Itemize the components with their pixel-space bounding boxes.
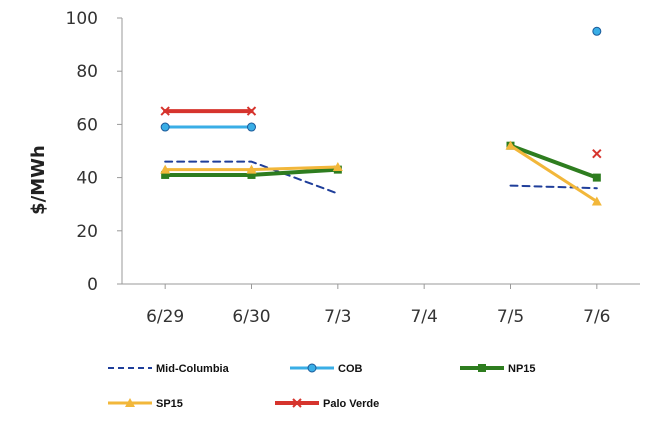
y-tick-label: 80 (76, 62, 98, 82)
x-tick-label: 7/4 (410, 307, 437, 327)
legend-marker-sp15 (125, 398, 135, 407)
series-mid-columbia (164, 160, 598, 195)
legend: Mid-Columbia COB NP15 SP15 Palo Verde (108, 363, 536, 410)
data-point-cob (160, 122, 170, 132)
data-point-cob (592, 26, 602, 36)
data-point-cob (247, 122, 256, 132)
legend-label-np15: NP15 (508, 363, 536, 375)
data-point-palo-verde (160, 106, 170, 116)
series-line-sp15 (509, 144, 599, 204)
series-line-mid-columbia (509, 184, 598, 190)
data-point-np15 (592, 173, 601, 182)
series-sp15 (160, 140, 602, 206)
legend-marker-cob (307, 363, 317, 373)
data-point-sp15 (591, 196, 602, 206)
y-tick-label: 60 (76, 115, 98, 135)
x-tick-label: 7/6 (583, 307, 610, 327)
y-tick-label: 40 (76, 169, 98, 189)
legend-label-mid-columbia: Mid-Columbia (156, 363, 230, 375)
legend-label-cob: COB (338, 363, 363, 375)
legend-marker-np15 (478, 364, 486, 372)
y-tick-labels: 0 20 40 60 80 100 (66, 9, 98, 295)
data-point-np15 (161, 170, 170, 179)
y-tick-label: 20 (76, 222, 98, 242)
data-point-sp15 (332, 161, 343, 171)
legend-item-sp15: SP15 (108, 398, 183, 410)
series-cob (160, 26, 602, 132)
data-point-palo-verde (246, 106, 257, 116)
legend-label-sp15: SP15 (156, 398, 183, 410)
x-tick-labels: 6/29 6/30 7/3 7/4 7/5 7/6 (146, 307, 610, 327)
x-tick-label: 7/3 (324, 307, 351, 327)
legend-label-palo-verde: Palo Verde (323, 398, 379, 410)
y-tick-label: 0 (87, 275, 98, 295)
legend-item-mid-columbia: Mid-Columbia (108, 363, 230, 375)
y-tick-label: 100 (66, 9, 98, 29)
series-line-np15 (508, 143, 599, 180)
y-axis-label: $/MWh (28, 145, 49, 215)
series-palo-verde (160, 106, 602, 159)
data-point-sp15 (160, 164, 171, 174)
x-tick-label: 6/30 (232, 307, 270, 327)
data-point-palo-verde (592, 148, 602, 159)
series-layer (160, 26, 602, 206)
axes (117, 17, 640, 289)
legend-item-cob: COB (290, 363, 363, 375)
legend-item-np15: NP15 (460, 363, 536, 375)
legend-marker-palo-verde (292, 398, 302, 408)
x-tick-label: 7/5 (497, 307, 524, 327)
data-point-np15 (247, 170, 256, 179)
data-point-sp15 (505, 140, 516, 150)
x-tick-label: 6/29 (146, 307, 184, 327)
series-line-mid-columbia (164, 160, 339, 195)
data-point-sp15 (246, 164, 257, 174)
legend-item-palo-verde: Palo Verde (275, 398, 379, 410)
